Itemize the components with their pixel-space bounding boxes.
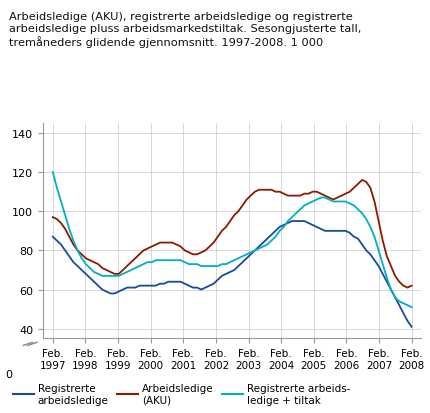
Legend: Registrerte
arbeidsledige, Arbeidsledige
(AKU), Registrerte arbeids-
ledige + ti: Registrerte arbeidsledige, Arbeidsledige… [9,379,355,409]
Text: 0: 0 [6,369,12,379]
Text: Arbeidsledige (AKU), registrerte arbeidsledige og registrerte
arbeidsledige plus: Arbeidsledige (AKU), registrerte arbeids… [9,12,361,48]
